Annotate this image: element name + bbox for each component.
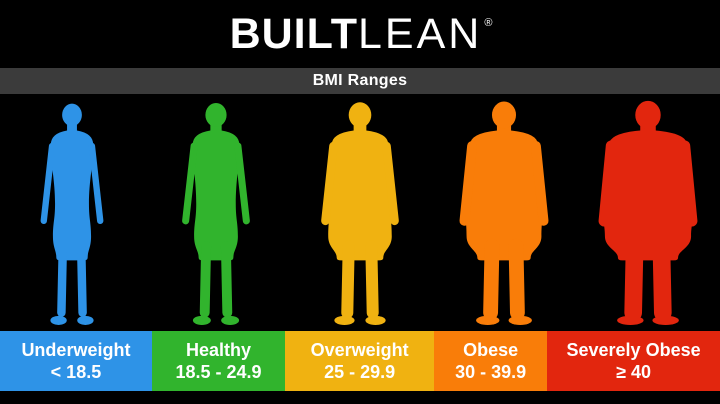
figure-healthy — [144, 94, 288, 331]
person-silhouette-underweight-icon — [40, 103, 104, 325]
legend-overweight: Overweight 25 - 29.9 — [285, 331, 435, 391]
category-label: Healthy — [185, 340, 252, 360]
category-range: < 18.5 — [50, 362, 102, 382]
category-label: Overweight — [310, 340, 409, 360]
registered-trademark-icon: ® — [484, 16, 493, 29]
figure-obese — [432, 94, 576, 331]
bottom-strip — [0, 391, 720, 404]
category-range: 30 - 39.9 — [455, 362, 527, 382]
legend-healthy: Healthy 18.5 - 24.9 — [151, 331, 286, 391]
legend-bar: Underweight < 18.5 Healthy 18.5 - 24.9 O… — [0, 331, 720, 391]
category-label: Underweight — [21, 340, 131, 360]
legend-severely-obese: Severely Obese ≥ 40 — [547, 331, 720, 391]
brand-header: BUILTLEAN ® — [0, 0, 720, 68]
category-range: ≥ 40 — [616, 362, 651, 382]
figure-severely-obese — [576, 94, 720, 331]
category-range: 25 - 29.9 — [324, 362, 396, 382]
title-bar: BMI Ranges — [0, 68, 720, 94]
builtlean-logo: BUILTLEAN ® — [229, 9, 493, 58]
category-range: 18.5 - 24.9 — [175, 362, 262, 382]
figure-overweight — [288, 94, 432, 331]
person-silhouette-severely-obese-icon — [598, 100, 698, 325]
person-silhouette-overweight-icon — [321, 102, 399, 325]
category-label: Obese — [463, 340, 519, 360]
logo-text-light: LEAN — [357, 9, 483, 58]
legend-obese: Obese 30 - 39.9 — [434, 331, 548, 391]
figure-underweight — [0, 94, 144, 331]
person-silhouette-healthy-icon — [182, 102, 250, 325]
person-silhouette-obese-icon — [459, 101, 549, 325]
logo-text-bold: BUILT — [229, 9, 358, 58]
page-title: BMI Ranges — [312, 72, 408, 89]
category-label: Severely Obese — [566, 340, 701, 360]
figures-row — [0, 94, 720, 331]
legend-underweight: Underweight < 18.5 — [0, 331, 152, 391]
